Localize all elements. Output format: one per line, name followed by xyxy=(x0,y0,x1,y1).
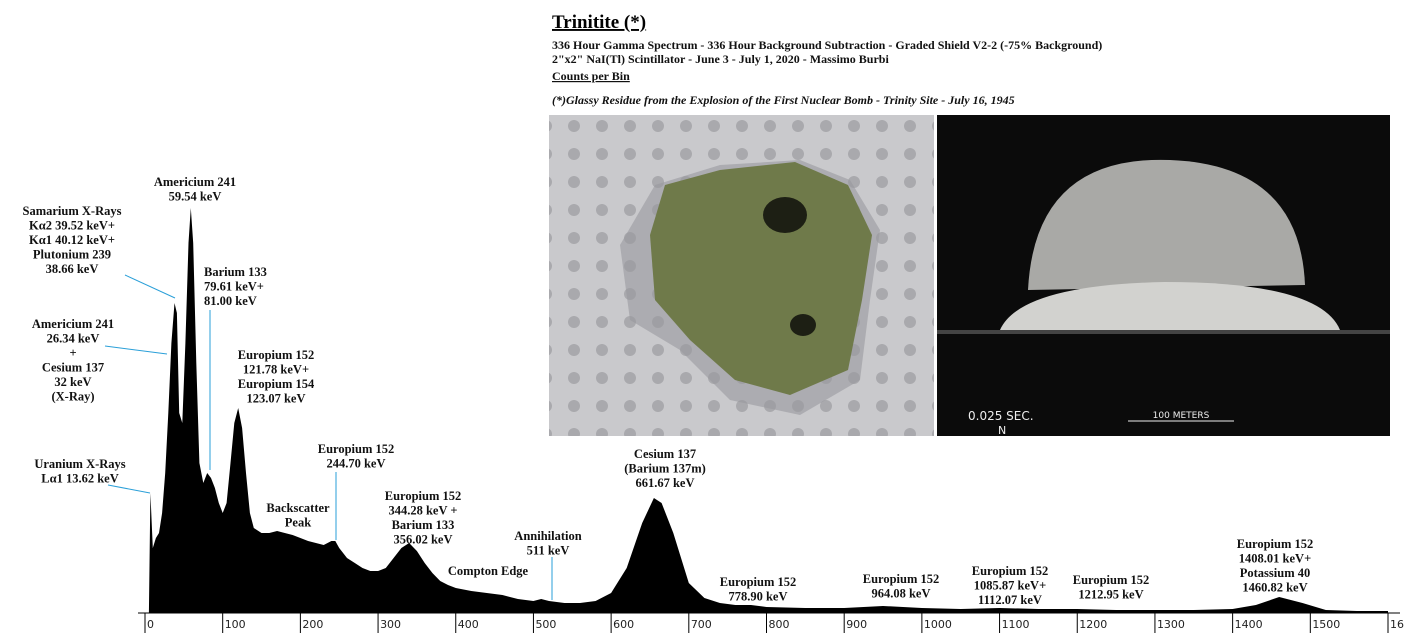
annotation: 344.28 keV + xyxy=(388,504,457,518)
annotation: Cesium 137 xyxy=(634,447,696,461)
annotation: 59.54 keV xyxy=(169,190,222,204)
leader-line xyxy=(104,345,168,355)
subtitle: 2"x2" NaI(Tl) Scintillator - June 3 - Ju… xyxy=(552,52,889,66)
annotation: 661.67 keV xyxy=(635,476,694,490)
annotation: Samarium X-Rays xyxy=(23,204,122,218)
chart-title: Trinitite (*) xyxy=(552,12,646,33)
annotation: 121.78 keV+ xyxy=(243,363,309,377)
x-tick-label: 0 xyxy=(147,618,154,631)
x-tick-label: 1200 xyxy=(1079,618,1107,631)
annotation: 964.08 keV xyxy=(871,587,930,601)
x-tick-label: 1300 xyxy=(1157,618,1185,631)
photo-explosion: 0.025 SEC. N 100 METERS xyxy=(937,115,1390,437)
annotation: 32 keV xyxy=(54,375,91,389)
annotation: + xyxy=(69,346,76,360)
annotation: 26.34 keV xyxy=(47,332,100,346)
x-tick-label: 100 xyxy=(225,618,246,631)
annotation: 123.07 keV xyxy=(246,392,305,406)
annotation: 79.61 keV+ xyxy=(204,280,264,294)
annotation: Americium 241 xyxy=(154,175,236,189)
annotation: 1460.82 keV xyxy=(1242,581,1307,595)
annotation: 511 keV xyxy=(527,544,570,558)
photo-label: 0.025 SEC. xyxy=(968,409,1034,423)
annotation: (X-Ray) xyxy=(51,390,94,404)
annotation: Europium 152 xyxy=(720,575,797,589)
annotation: Europium 152 xyxy=(238,348,315,362)
leader-line xyxy=(124,274,176,299)
annotation: Cesium 137 xyxy=(42,361,104,375)
annotation: Kα1 40.12 keV+ xyxy=(29,233,115,247)
annotation: Europium 152 xyxy=(385,489,462,503)
annotation: Americium 241 xyxy=(32,317,114,331)
annotation: Annihilation xyxy=(514,529,581,543)
annotation: (Barium 137m) xyxy=(624,462,706,476)
annotation: Europium 152 xyxy=(972,564,1049,578)
leader-line xyxy=(107,484,151,494)
annotation: Potassium 40 xyxy=(1240,566,1311,580)
annotation: Barium 133 xyxy=(204,265,267,279)
annotation: 1085.87 keV+ xyxy=(974,579,1046,593)
annotation: Europium 154 xyxy=(238,377,315,391)
annotation: Barium 133 xyxy=(392,518,455,532)
y-label: Counts per Bin xyxy=(552,69,630,83)
annotation: Europium 152 xyxy=(1073,573,1150,587)
x-tick-label: 600 xyxy=(613,618,634,631)
annotation: Peak xyxy=(285,516,311,530)
x-tick-label: 1600 xyxy=(1390,618,1404,631)
x-tick-label: 800 xyxy=(769,618,790,631)
spectrum xyxy=(148,208,1388,613)
photo-label: 100 METERS xyxy=(1153,411,1210,421)
annotation: 1212.95 keV xyxy=(1078,588,1143,602)
annotation: Kα2 39.52 keV+ xyxy=(29,219,115,233)
x-tick-label: 1500 xyxy=(1312,618,1340,631)
x-tick-label: 1000 xyxy=(924,618,952,631)
x-tick-label: 900 xyxy=(846,618,867,631)
x-tick-label: 300 xyxy=(380,618,401,631)
subtitle: 336 Hour Gamma Spectrum - 336 Hour Backg… xyxy=(552,38,1102,52)
photo-trinitite xyxy=(549,115,934,436)
note: (*)Glassy Residue from the Explosion of … xyxy=(552,93,1015,107)
x-tick-label: 1100 xyxy=(1002,618,1030,631)
annotation: Lα1 13.62 keV xyxy=(41,472,118,486)
annotation: Europium 152 xyxy=(318,442,395,456)
annotation: Compton Edge xyxy=(448,564,529,578)
photo-label: N xyxy=(998,424,1006,437)
annotation: Europium 152 xyxy=(1237,537,1314,551)
x-tick-label: 700 xyxy=(691,618,712,631)
x-tick-label: 400 xyxy=(458,618,479,631)
annotation: 778.90 keV xyxy=(728,590,787,604)
annotation: 81.00 keV xyxy=(204,294,257,308)
x-tick-label: 500 xyxy=(535,618,556,631)
annotation: 1408.01 keV+ xyxy=(1239,552,1311,566)
annotation: Plutonium 239 xyxy=(33,248,111,262)
annotation: Uranium X-Rays xyxy=(34,457,125,471)
annotation: Backscatter xyxy=(266,501,330,515)
annotation: Europium 152 xyxy=(863,572,940,586)
x-tick-label: 200 xyxy=(302,618,323,631)
annotation: 356.02 keV xyxy=(393,533,452,547)
annotation: 244.70 keV xyxy=(326,457,385,471)
annotation: 38.66 keV xyxy=(46,262,99,276)
annotation: 1112.07 keV xyxy=(978,593,1042,607)
x-tick-label: 1400 xyxy=(1235,618,1263,631)
